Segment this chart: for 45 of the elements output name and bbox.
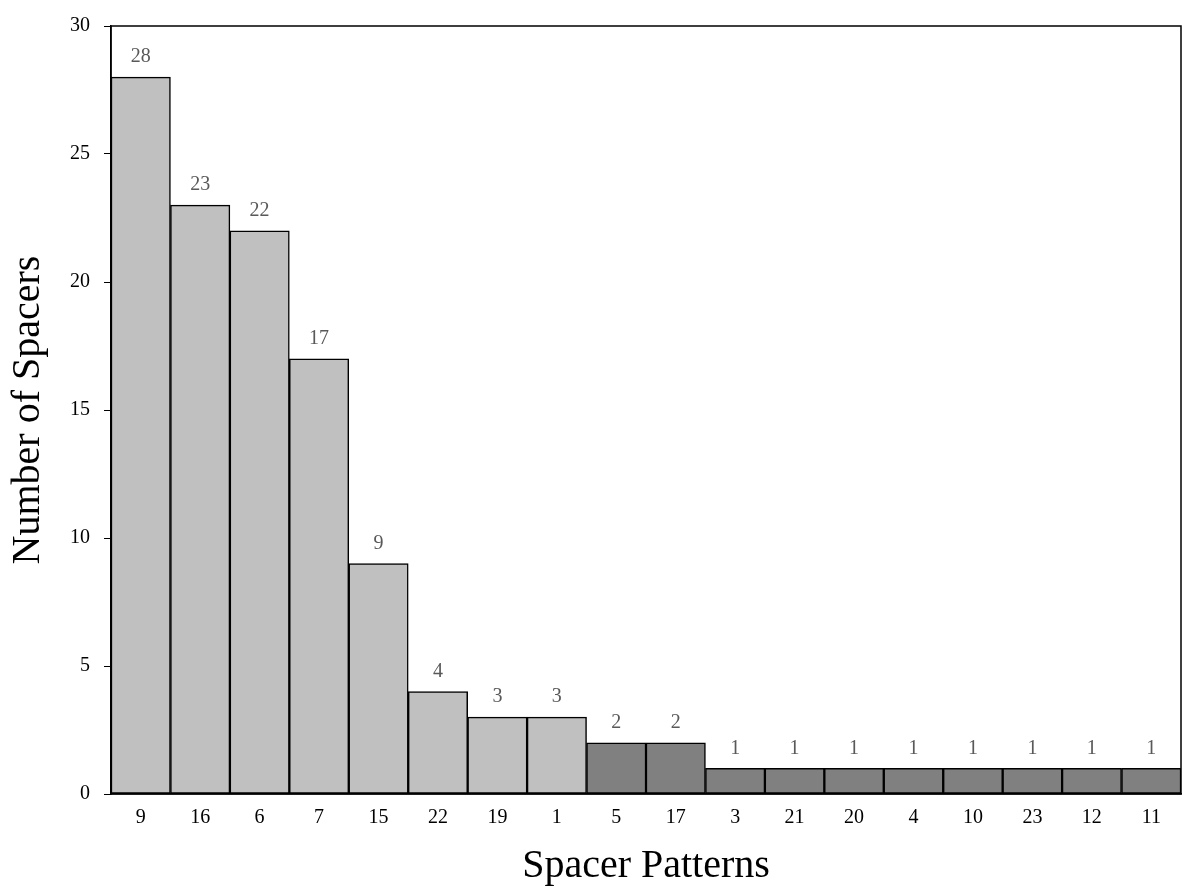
data-label: 1 [1086, 735, 1097, 758]
data-label: 1 [730, 735, 741, 758]
data-label: 28 [130, 44, 151, 67]
x-axis-title: Spacer Patterns [522, 840, 770, 886]
x-tick-label: 16 [190, 805, 211, 828]
x-tick-label: 5 [611, 805, 622, 828]
data-label: 1 [849, 735, 860, 758]
data-label: 22 [249, 198, 270, 221]
x-tick-label: 4 [908, 805, 919, 828]
x-tick-label: 6 [254, 805, 265, 828]
data-label: 2 [670, 710, 681, 733]
x-tick-label: 1 [551, 805, 562, 828]
y-tick-label: 15 [70, 397, 90, 420]
x-tick-label: 7 [314, 805, 325, 828]
x-tick-label: 12 [1081, 805, 1102, 828]
y-axis-title: Number of Spacers [2, 255, 48, 565]
x-tick-label: 10 [962, 805, 983, 828]
x-tick-label: 20 [844, 805, 865, 828]
data-label: 3 [492, 684, 503, 707]
y-tick-label: 10 [70, 525, 90, 548]
y-tick-label: 5 [80, 653, 90, 676]
x-tick-label: 3 [730, 805, 741, 828]
data-label: 2 [611, 710, 622, 733]
y-tick-label: 0 [80, 781, 90, 804]
y-tick-label: 30 [70, 13, 90, 36]
data-label: 3 [551, 684, 562, 707]
x-tick-label: 19 [487, 805, 508, 828]
data-label: 23 [190, 172, 211, 195]
y-tick-label: 20 [70, 269, 90, 292]
data-label: 1 [967, 735, 978, 758]
data-label: 4 [432, 658, 443, 681]
data-label: 1 [1146, 735, 1157, 758]
x-tick-label: 9 [135, 805, 146, 828]
x-tick-label: 21 [784, 805, 805, 828]
data-label: 1 [1027, 735, 1038, 758]
data-label: 17 [309, 326, 330, 349]
x-tick-label: 22 [427, 805, 448, 828]
x-tick-label: 11 [1141, 805, 1161, 828]
data-label: 1 [908, 735, 919, 758]
x-tick-label: 23 [1022, 805, 1043, 828]
y-tick-label: 25 [70, 141, 90, 164]
data-label: 1 [789, 735, 800, 758]
x-tick-label: 17 [665, 805, 686, 828]
data-label: 9 [373, 530, 384, 553]
x-tick-label: 15 [368, 805, 389, 828]
